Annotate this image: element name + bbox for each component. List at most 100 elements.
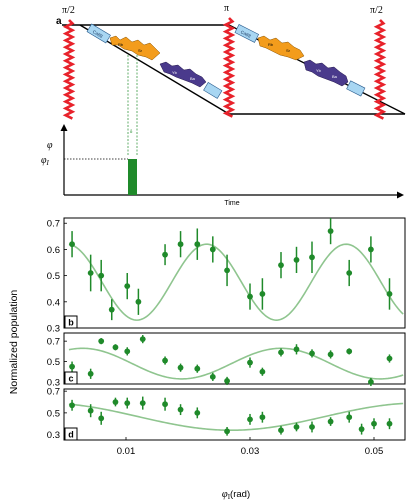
data-point-c-10 <box>224 378 230 384</box>
data-point-c-18 <box>368 379 374 385</box>
data-point-d-10 <box>247 416 253 423</box>
data-point-c-1 <box>87 370 94 377</box>
phase-value-label: φI <box>41 155 50 167</box>
data-point-b-17 <box>346 270 353 276</box>
molecule-box-ca88-right <box>234 24 260 43</box>
time-axis-x-arrow <box>397 191 404 199</box>
data-point-d-12 <box>278 427 284 434</box>
y-tick-label-c-0: 0.3 <box>47 377 60 388</box>
data-point-b-13 <box>278 262 284 269</box>
data-point-d-4 <box>124 400 131 407</box>
data-point-d-6 <box>162 401 168 408</box>
data-point-b-4 <box>124 283 131 289</box>
orange-wavepacket-right <box>257 35 305 61</box>
light-blue-box-left <box>203 82 223 99</box>
plot-frame-b <box>63 217 406 329</box>
data-point-b-9 <box>209 246 216 253</box>
molecule-label-yb-left: Yb <box>172 70 178 75</box>
data-point-c-19 <box>386 355 393 362</box>
shared-y-axis-label: Normalized population <box>8 290 20 395</box>
molecule-label-ba-right: Ba <box>332 74 338 79</box>
panel-label-box-b <box>64 315 78 329</box>
panel-label-d: d <box>68 430 74 440</box>
data-point-b-6 <box>162 251 168 258</box>
data-point-d-1 <box>87 407 94 414</box>
data-point-b-2 <box>98 272 105 279</box>
time-axis-label: Time <box>224 200 239 207</box>
data-point-c-7 <box>177 364 184 371</box>
data-point-d-19 <box>386 420 393 427</box>
data-point-b-0 <box>69 241 75 248</box>
pulse-label-pi: π <box>224 3 229 14</box>
delta-label: δ <box>130 130 133 135</box>
data-point-d-15 <box>327 418 334 425</box>
molecule-box-ca88-right-label: Ca88 <box>240 29 252 39</box>
molecule-label-rb-left: Rb <box>118 42 124 47</box>
data-point-c-14 <box>293 346 300 353</box>
y-tick-label-b-0: 0.3 <box>47 324 60 335</box>
y-tick-label-d-1: 0.5 <box>47 408 60 419</box>
chart-panel-b: 0.3 0.4 0.5 0.6 0.7 b <box>47 217 406 335</box>
data-point-c-8 <box>194 365 201 372</box>
chart-panel-d: 0.3 0.5 0.7 d 0.01 0.03 0.05 <box>47 387 406 457</box>
data-point-d-11 <box>259 414 266 421</box>
data-point-b-19 <box>386 291 393 297</box>
packet-group-left: Ca88 Rb Sr Yb Ba <box>86 23 223 99</box>
data-point-d-9 <box>224 428 230 435</box>
data-point-c-3 <box>112 344 119 351</box>
y-tick-label-b-2: 0.5 <box>47 271 60 282</box>
pulse-pi-half-left <box>62 19 76 120</box>
y-tick-label-b-3: 0.6 <box>47 245 60 256</box>
phase-axis-label: φ <box>47 140 53 151</box>
pulse-label-pi-half-right: π/2 <box>370 5 383 16</box>
data-point-b-12 <box>259 291 266 297</box>
data-point-d-3 <box>112 399 119 405</box>
data-point-d-14 <box>309 424 315 430</box>
purple-wavepacket-right <box>303 59 349 87</box>
data-point-d-18 <box>371 420 377 427</box>
shared-x-axis-label: φI(rad) <box>222 489 250 501</box>
data-point-c-17 <box>346 348 353 355</box>
data-point-b-18 <box>368 246 374 253</box>
data-point-d-2 <box>98 415 105 422</box>
data-point-d-17 <box>358 426 365 433</box>
y-tick-label-d-0: 0.3 <box>47 430 60 441</box>
pulse-label-pi-half-left: π/2 <box>62 5 75 16</box>
data-point-d-5 <box>139 400 146 407</box>
panel-label-b: b <box>68 318 74 328</box>
y-tick-label-c-2: 0.7 <box>47 337 60 348</box>
laser-pulses <box>62 17 387 120</box>
data-point-b-3 <box>108 306 115 313</box>
light-blue-box-right <box>346 80 366 97</box>
data-point-b-7 <box>177 241 184 248</box>
molecule-label-rb-right: Rb <box>268 42 274 47</box>
y-tick-label-d-2: 0.7 <box>47 387 60 398</box>
fit-curve-b <box>68 243 404 321</box>
data-point-c-6 <box>162 357 168 364</box>
data-point-d-8 <box>194 409 201 416</box>
data-point-b-16 <box>327 228 334 234</box>
orange-wavepacket-left <box>109 35 161 61</box>
data-point-c-0 <box>69 363 75 370</box>
x-tick-label-0: 0.01 <box>117 446 136 457</box>
data-point-c-15 <box>309 350 315 357</box>
data-point-b-11 <box>247 293 253 300</box>
x-tick-label-2: 0.05 <box>365 446 384 457</box>
plot-frame-c <box>63 332 406 385</box>
fit-curve-d <box>68 402 404 432</box>
molecule-label-yb-right: Yb <box>316 68 322 73</box>
purple-wavepacket-left <box>159 61 207 88</box>
phase-value-subscript: I <box>46 159 50 167</box>
molecule-label-sr-left: Sr <box>138 48 143 53</box>
data-point-d-7 <box>177 406 184 413</box>
data-point-d-16 <box>346 414 353 421</box>
data-point-c-16 <box>327 351 334 358</box>
y-tick-label-b-1: 0.4 <box>47 297 60 308</box>
molecule-label-sr-right: Sr <box>286 48 291 53</box>
data-point-d-13 <box>293 424 300 430</box>
x-axis-unit: (rad) <box>230 489 250 500</box>
data-point-c-11 <box>247 359 253 366</box>
data-point-c-13 <box>278 349 284 356</box>
phase-value-symbol: φ <box>41 155 47 166</box>
